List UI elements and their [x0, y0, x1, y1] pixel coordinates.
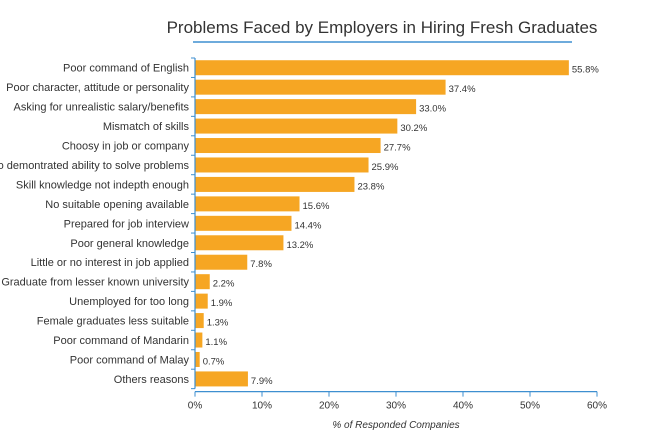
value-label: 14.4% [294, 220, 321, 231]
x-tick-label: 40% [453, 401, 473, 412]
value-label: 7.9% [251, 376, 273, 387]
category-label: Prepared for job interview [64, 218, 189, 230]
value-label: 1.3% [207, 318, 229, 329]
bar [195, 313, 204, 329]
bar [195, 274, 210, 290]
x-tick-label: 60% [587, 401, 607, 412]
value-label: 1.1% [205, 337, 227, 348]
x-tick-label: 20% [319, 401, 339, 412]
value-label: 27.7% [384, 143, 411, 154]
category-label: Poor character, attitude or personality [6, 82, 189, 94]
category-label: No demontrated ability to solve problems [0, 160, 189, 172]
value-label: 23.8% [357, 181, 384, 192]
category-label: Poor command of Mandarin [53, 335, 189, 347]
value-label: 25.9% [372, 162, 399, 173]
category-label: Unemployed for too long [69, 296, 189, 308]
category-label: Little or no interest in job applied [31, 257, 189, 269]
x-tick-label: 50% [520, 401, 540, 412]
value-label: 37.4% [449, 84, 476, 95]
category-label: Poor command of Malay [70, 354, 190, 366]
x-tick-label: 30% [386, 401, 406, 412]
value-label: 30.2% [400, 123, 427, 134]
x-tick-label: 10% [252, 401, 272, 412]
bar [195, 157, 369, 173]
x-tick-label: 0% [188, 401, 203, 412]
x-axis-label: % of Responded Companies [332, 420, 459, 431]
bar [195, 215, 292, 231]
category-label: Poor command of English [63, 63, 189, 75]
chart-title: Problems Faced by Employers in Hiring Fr… [167, 18, 598, 37]
value-label: 13.2% [286, 240, 313, 251]
bar [195, 118, 398, 134]
value-label: 15.6% [303, 201, 330, 212]
bar [195, 235, 284, 251]
bar [195, 99, 417, 115]
value-label: 2.2% [213, 279, 235, 290]
category-label: Skill knowledge not indepth enough [16, 179, 189, 191]
category-label: Poor general knowledge [70, 238, 189, 250]
value-label: 55.8% [572, 65, 599, 76]
bar [195, 176, 355, 192]
bars-layer: 55.8% 37.4%33.0% 30.2% 27.7% 25.9% 23.8% 15.6%… [195, 60, 599, 387]
bar [195, 60, 569, 76]
bar [195, 79, 446, 95]
category-label: Choosy in job or company [62, 141, 190, 153]
category-label: Graduate from lesser known university [1, 277, 189, 289]
value-label: 33.0% [419, 104, 446, 115]
value-label: 0.7% [203, 356, 225, 367]
bar [195, 138, 381, 154]
category-label: Others reasons [114, 374, 190, 386]
bar [195, 371, 248, 387]
bar [195, 351, 200, 367]
value-label: 1.9% [211, 298, 233, 309]
category-label: Asking for unrealistic salary/benefits [14, 102, 190, 114]
bar [195, 254, 248, 270]
category-label: Mismatch of skills [103, 121, 190, 133]
bar [195, 196, 300, 212]
axis-layer: Poor command of English Poor character, a… [0, 57, 607, 412]
value-label: 7.8% [250, 259, 272, 270]
category-label: No suitable opening available [45, 199, 189, 211]
bar [195, 332, 203, 348]
category-label: Female graduates less suitable [37, 316, 189, 328]
bar [195, 293, 208, 309]
